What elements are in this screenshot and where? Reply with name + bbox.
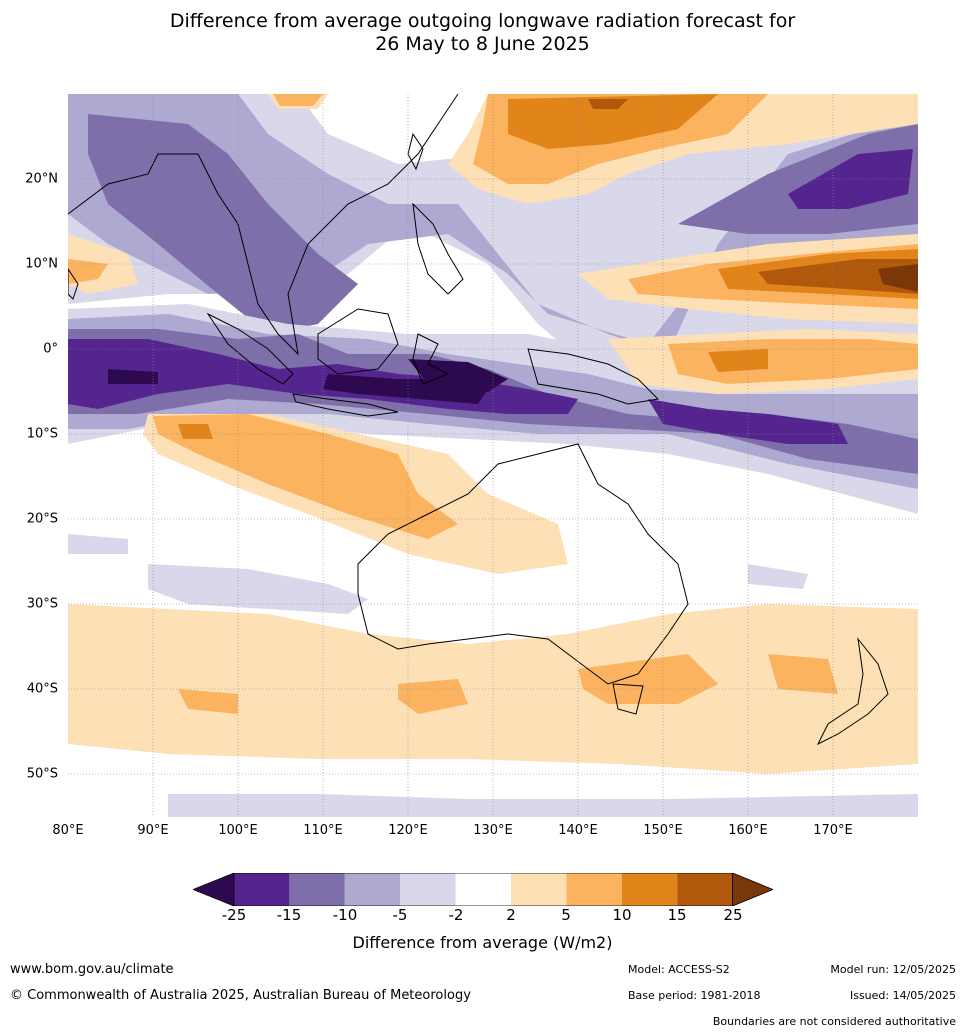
- colorbar-tick-pos25: 25: [723, 906, 743, 924]
- sulawesi-coastline: [412, 333, 450, 385]
- contour-neg-extreme-3: [408, 359, 508, 392]
- graticule: [68, 94, 918, 817]
- sumatra-coastline: [206, 312, 294, 385]
- model-run-date: Model run: 12/05/2025: [830, 963, 956, 976]
- lon-label-110e: 110°E: [303, 823, 343, 838]
- lon-label-160e: 160°E: [728, 823, 768, 838]
- contour-pos5-south-1: [398, 679, 468, 714]
- taiwan-coastline: [407, 132, 424, 171]
- contour-pos5-south-4: [178, 689, 238, 714]
- lon-label-170e: 170°E: [813, 823, 853, 838]
- lat-label-0: 0°: [43, 341, 58, 357]
- lat-label-30s: 30°S: [26, 596, 58, 612]
- tasmania-coastline: [612, 683, 644, 715]
- colorbar-pos2-5: [511, 873, 567, 906]
- contour-neg5-south-2: [68, 534, 128, 554]
- copyright-text: © Commonwealth of Australia 2025, Austra…: [10, 988, 471, 1003]
- java-coastline: [292, 393, 399, 417]
- colorbar-tick-pos15: 15: [667, 906, 687, 924]
- colorbar-tick-pos2: 2: [506, 906, 516, 924]
- contour-pos15-north: [588, 99, 628, 109]
- contour-pos5-pacific-eq: [668, 339, 918, 384]
- lon-label-120e: 120°E: [388, 823, 428, 838]
- colorbar-neg10-5: [344, 873, 401, 906]
- lon-label-150e: 150°E: [643, 823, 683, 838]
- new-guinea-coastline: [527, 348, 660, 405]
- lat-label-10s: 10°S: [26, 426, 58, 442]
- model-name: Model: ACCESS-S2: [628, 963, 730, 976]
- lat-label-20s: 20°S: [26, 511, 58, 527]
- colorbar-pos10-15: [621, 873, 678, 906]
- contour-pos10-pacific-eq: [708, 349, 768, 372]
- contour-neg5-south-1: [148, 564, 368, 614]
- map-title: Difference from average outgoing longwav…: [0, 10, 965, 56]
- contour-pos15-pacific-n: [758, 259, 918, 294]
- colorbar-outline: [233, 873, 734, 906]
- contour-neg5-south-3: [168, 794, 918, 817]
- title-line-2: 26 May to 8 June 2025: [375, 33, 590, 55]
- contour-neg15-north: [88, 114, 358, 334]
- borneo-coastline: [317, 308, 399, 375]
- contour-neg25-pacific: [788, 149, 913, 209]
- colorbar-title: Difference from average (W/m2): [352, 933, 613, 952]
- colorbar-neg-extreme: [193, 873, 235, 906]
- colorbar-pos-extreme: [732, 873, 773, 906]
- lat-label-40s: 40°S: [26, 681, 58, 697]
- colorbar-pos15-25: [677, 873, 733, 906]
- colorbar-tick-pos10: 10: [612, 906, 632, 924]
- boundary-disclaimer: Boundaries are not considered authoritat…: [712, 1015, 956, 1028]
- lat-label-10n: 10°N: [25, 256, 58, 272]
- base-period: Base period: 1981-2018: [628, 989, 761, 1002]
- colorbar-neutral: [455, 873, 511, 906]
- colorbar-tick-neg25: -25: [221, 906, 247, 924]
- colorbar-tick-pos5: 5: [561, 906, 571, 924]
- contour-pos25-pacific-n: [878, 264, 918, 292]
- lat-label-50s: 50°S: [26, 766, 58, 782]
- colorbar-tick-neg2: -2: [448, 906, 464, 924]
- contour-pos5-south-2: [578, 654, 718, 704]
- website-link[interactable]: www.bom.gov.au/climate: [10, 962, 174, 977]
- colorbar: [193, 873, 773, 906]
- lat-label-20n: 20°N: [25, 171, 58, 187]
- colorbar-neg5-2: [400, 873, 456, 906]
- contour-neg-extreme-2: [108, 369, 158, 384]
- contour-neg5-south-4: [748, 564, 808, 589]
- lon-label-130e: 130°E: [473, 823, 513, 838]
- olr-anomaly-map: [68, 94, 918, 817]
- colorbar-tick-neg5: -5: [392, 906, 408, 924]
- colorbar-neg25-15: [234, 873, 290, 906]
- map-svg: [68, 94, 918, 817]
- lon-label-80e: 80°E: [52, 823, 84, 838]
- title-line-1: Difference from average outgoing longwav…: [169, 10, 796, 32]
- colorbar-pos5-10: [566, 873, 622, 906]
- lon-label-90e: 90°E: [137, 823, 169, 838]
- asia-coastline: [68, 94, 459, 356]
- contour-pos5-indian: [153, 414, 458, 539]
- colorbar-tick-neg15: -15: [276, 906, 302, 924]
- contour-pos5-bengal: [68, 259, 108, 284]
- colorbar-tick-neg10: -10: [332, 906, 358, 924]
- contour-pos5-nw: [273, 94, 323, 106]
- contour-pos5-south-3: [768, 654, 838, 694]
- contour-pos10-north: [508, 94, 718, 149]
- lon-label-100e: 100°E: [218, 823, 258, 838]
- colorbar-neg15-10: [289, 873, 345, 906]
- lon-label-140e: 140°E: [558, 823, 598, 838]
- philippines-coastline: [412, 202, 464, 295]
- contour-pos10-indian: [178, 424, 213, 439]
- sri-lanka-coastline: [68, 268, 79, 300]
- contour-neg10-north: [68, 94, 918, 354]
- issued-date: Issued: 14/05/2025: [849, 989, 956, 1002]
